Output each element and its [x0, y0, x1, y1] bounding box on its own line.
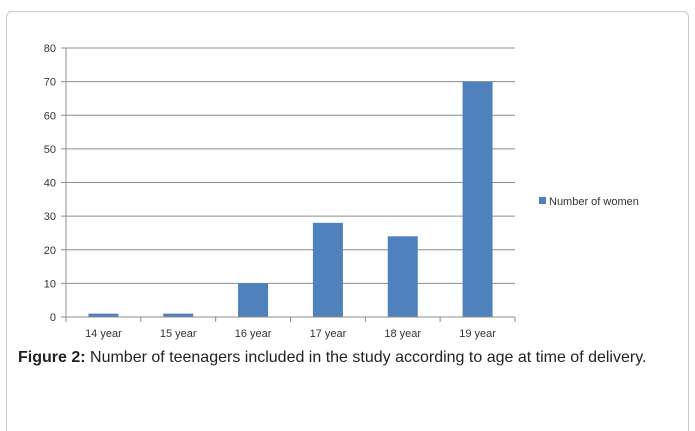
x-tick-label: 16 year: [235, 328, 272, 340]
legend: Number of women: [539, 196, 639, 208]
legend-label: Number of women: [549, 196, 639, 208]
y-tick-label: 40: [44, 178, 56, 190]
caption-label: Figure 2:: [18, 349, 86, 366]
bars: [88, 81, 493, 317]
bar: [312, 222, 343, 317]
axes: [65, 48, 515, 318]
gridlines: [66, 47, 515, 284]
y-tick-label: 70: [44, 77, 56, 89]
bar: [163, 313, 194, 317]
x-tick-label: 14 year: [85, 328, 122, 340]
x-axis-ticks: 14 year 15 year 16 year 17 year 18 year 19 ye…: [65, 317, 516, 340]
x-tick-label: 18 year: [384, 328, 421, 340]
figure-frame: [6, 11, 689, 431]
y-tick-label: 10: [44, 278, 56, 290]
y-tick-label: 0: [50, 312, 56, 324]
bar: [238, 283, 269, 317]
y-axis-ticks: 0 10 20 30 40 50 60 70 80: [44, 43, 66, 324]
y-tick-label: 50: [44, 144, 56, 156]
x-tick-label: 19 year: [459, 328, 496, 340]
y-tick-label: 60: [44, 110, 56, 122]
bar: [88, 313, 119, 317]
x-tick-label: 15 year: [160, 328, 197, 340]
y-tick-label: 80: [44, 43, 56, 55]
y-tick-label: 20: [44, 245, 56, 257]
bar: [462, 81, 493, 317]
figure-caption: Figure 2: Number of teenagers included i…: [18, 347, 682, 369]
y-tick-label: 30: [44, 211, 56, 223]
legend-swatch: [539, 197, 546, 204]
bar: [387, 236, 418, 317]
x-tick-label: 17 year: [310, 328, 347, 340]
caption-text: Number of teenagers included in the stud…: [85, 349, 647, 366]
